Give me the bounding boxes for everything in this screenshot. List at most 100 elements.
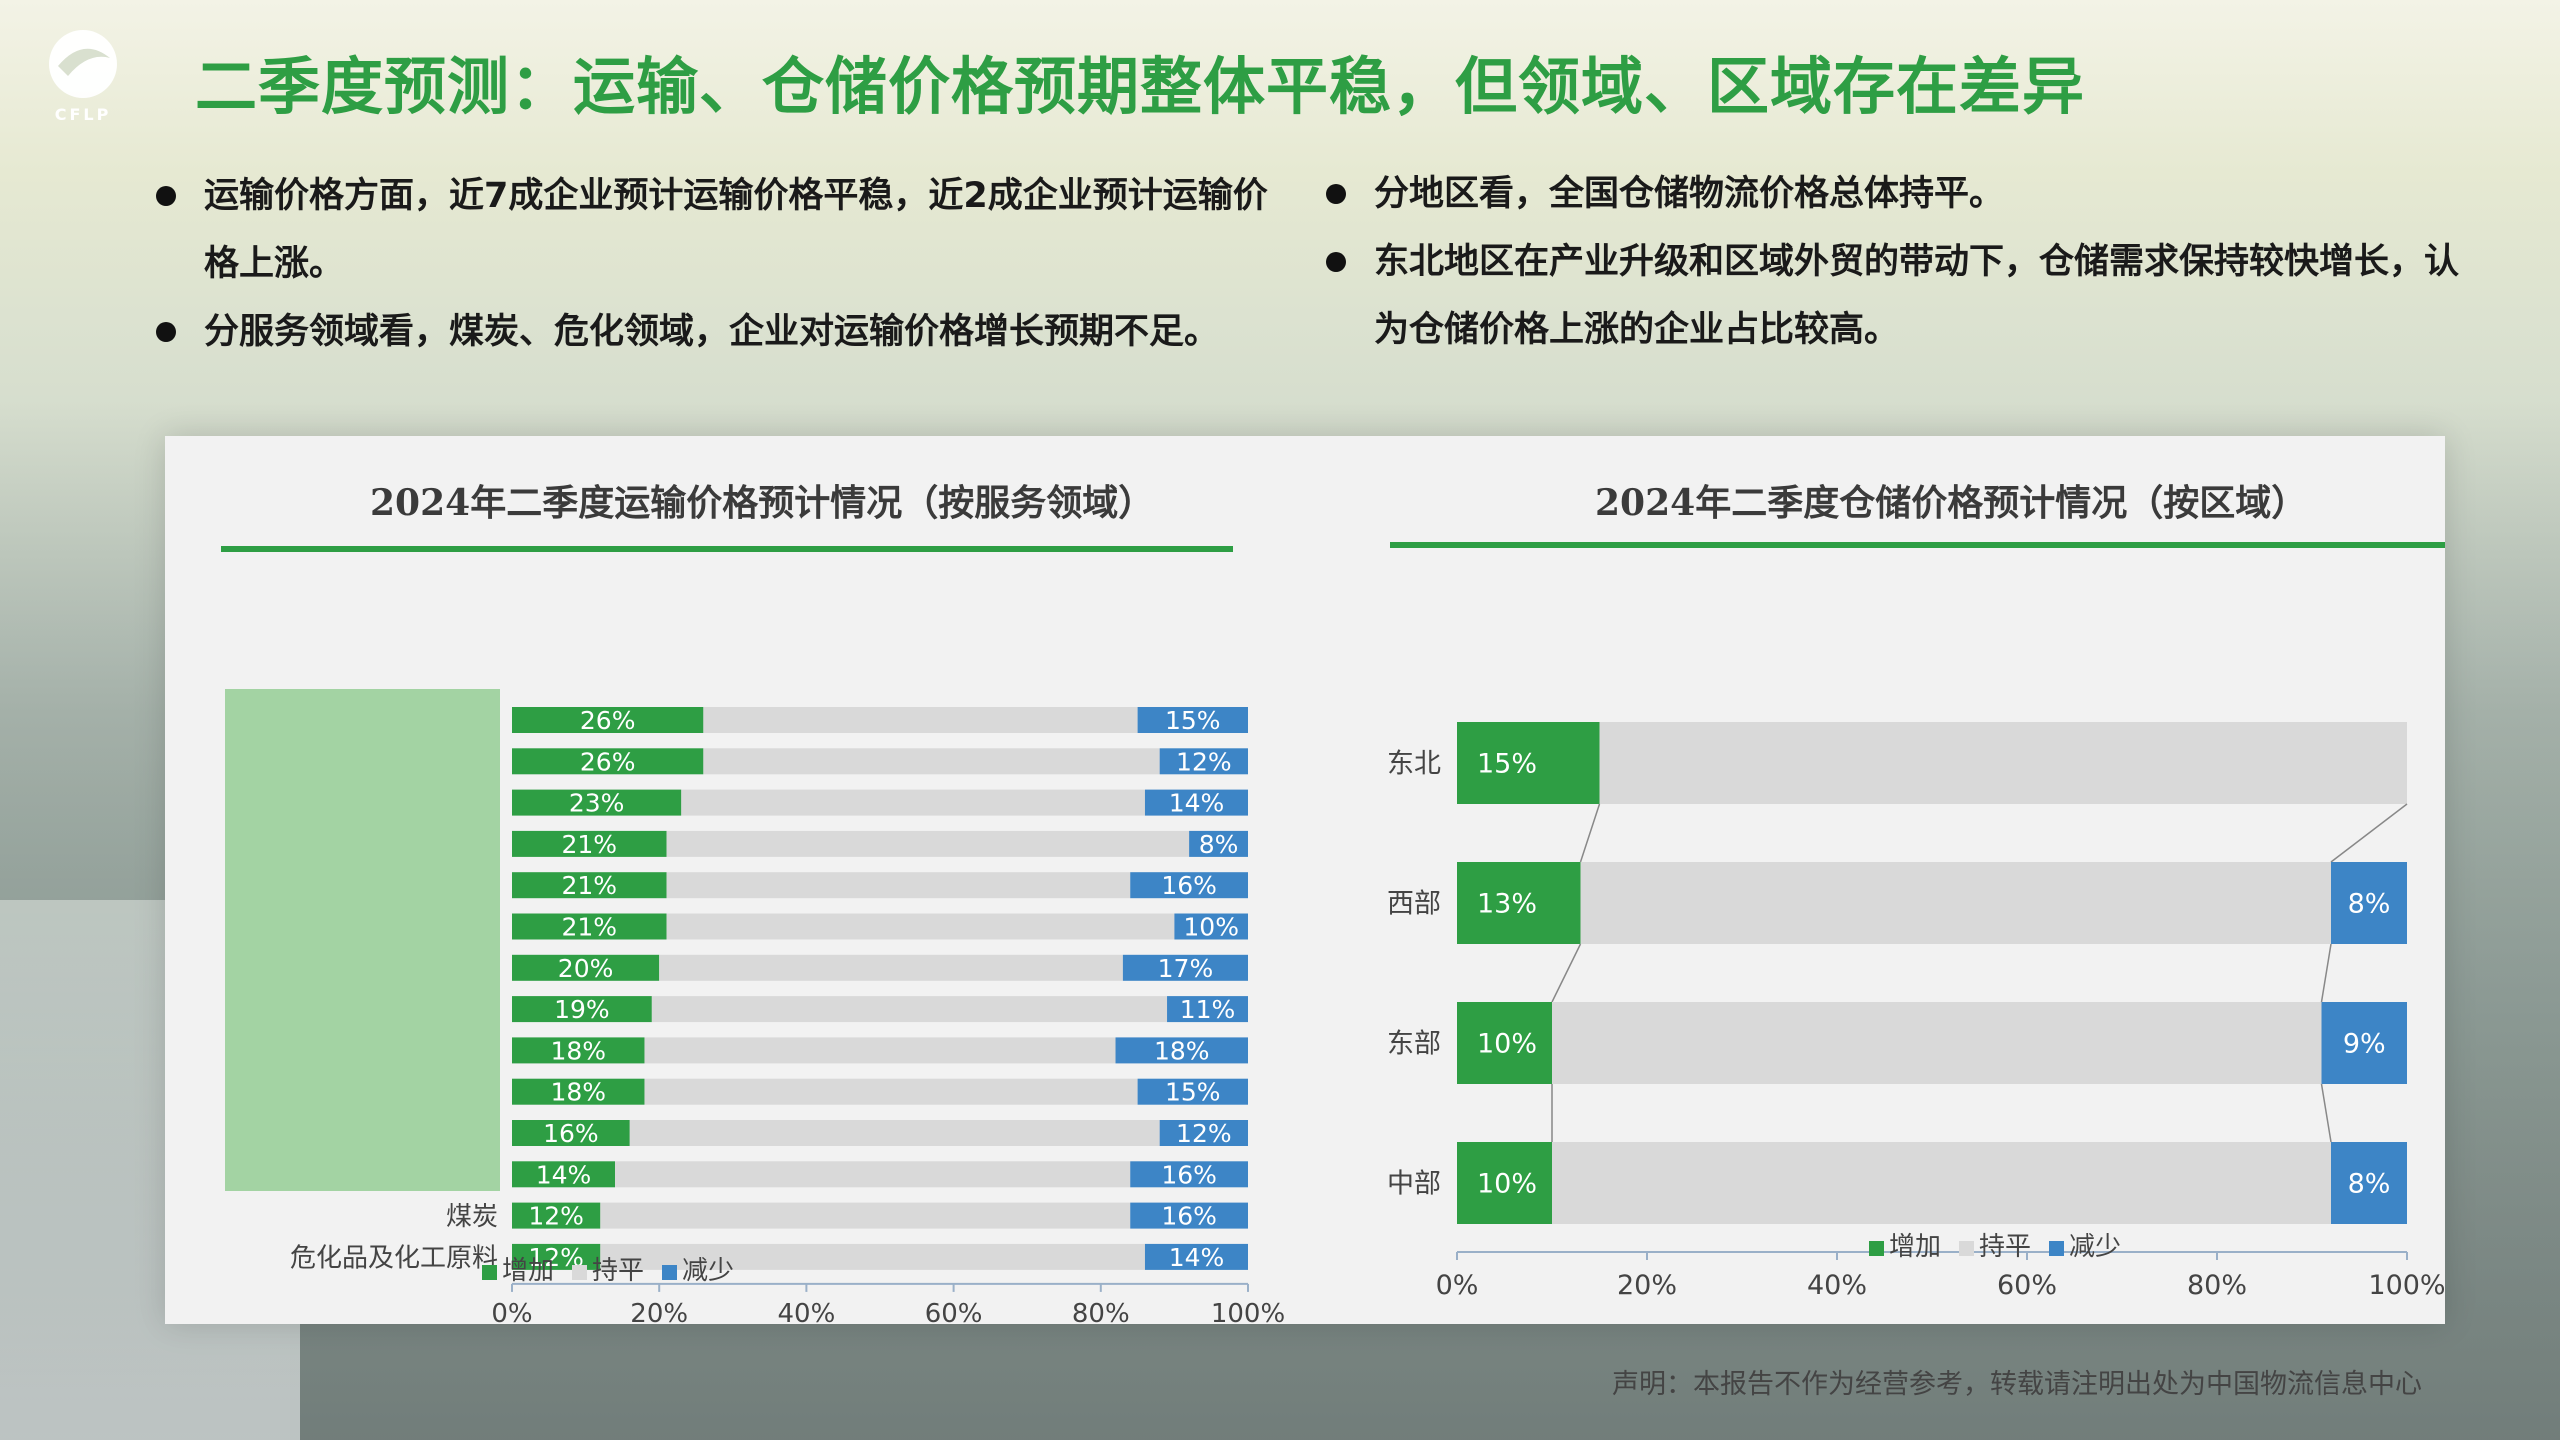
- data-label: 18%: [550, 1036, 606, 1065]
- bar-increase: [1457, 862, 1581, 944]
- bar-increase: [512, 1078, 645, 1105]
- bar-increase: [1457, 1142, 1552, 1224]
- data-label: 14%: [1169, 1243, 1225, 1272]
- data-label: 14%: [536, 1160, 592, 1189]
- data-label: 26%: [580, 747, 636, 776]
- bullet-item: 东北地区在产业升级和区域外贸的带动下，仓储需求保持较快增长，认为仓储价格上涨的企…: [1318, 228, 2478, 364]
- bar-increase: [512, 954, 660, 981]
- data-label: 13%: [1477, 889, 1537, 920]
- bar-flat: [600, 1243, 1145, 1270]
- bar-increase: [512, 707, 704, 733]
- bar-decrease: [2331, 1142, 2407, 1224]
- data-label: 19%: [554, 995, 610, 1024]
- data-label: 10%: [1477, 1169, 1537, 1200]
- bar-increase: [512, 913, 667, 940]
- x-tick-label: 100%: [1211, 1299, 1285, 1329]
- data-label: 26%: [580, 706, 636, 735]
- bar-flat: [651, 996, 1168, 1023]
- x-tick-label: 60%: [925, 1299, 983, 1329]
- series-connector: [2330, 803, 2408, 863]
- data-label: 16%: [543, 1119, 599, 1148]
- bar-flat: [681, 789, 1145, 816]
- bar-flat: [666, 830, 1190, 857]
- bar-decrease: [1159, 1120, 1248, 1146]
- legend-label: 持平: [1979, 1232, 2031, 1262]
- bar-flat: [1599, 722, 2407, 804]
- bar-decrease: [1144, 1243, 1248, 1270]
- storage-price-chart: 15% 东北 13% 8% 西部 10% 9% 东部 10% 8% 中部 0% 20% 40% 60% 80%…: [1387, 722, 2446, 1301]
- bar-decrease: [1137, 707, 1248, 733]
- data-label: 18%: [1154, 1036, 1210, 1065]
- data-label: 20%: [558, 954, 614, 983]
- bullet-item: 运输价格方面，近7成企业预计运输价格平稳，近2成企业预计运输价格上涨。: [148, 162, 1298, 298]
- category-label: 煤炭: [446, 1202, 498, 1232]
- chart-title-storage: 2024年二季度仓储价格预计情况（按区域）: [1595, 482, 2308, 524]
- data-label: 10%: [1477, 1029, 1537, 1060]
- chart-panel: 2024年二季度运输价格预计情况（按服务领域） 2024年二季度仓储价格预计情况…: [165, 436, 2446, 1329]
- bar-increase: [1457, 1002, 1552, 1084]
- data-label: 21%: [561, 871, 617, 900]
- category-label: 东北: [1387, 749, 1441, 780]
- bar-flat: [644, 1078, 1138, 1105]
- bar-decrease: [1122, 954, 1248, 981]
- bar-decrease: [1130, 872, 1248, 899]
- bar-flat: [615, 1161, 1131, 1188]
- x-tick-label: 0%: [491, 1299, 532, 1329]
- category-label-block: [225, 689, 500, 1191]
- x-tick-label: 40%: [778, 1299, 836, 1329]
- x-tick-label: 20%: [630, 1299, 688, 1329]
- logo-text: CFLP: [55, 105, 112, 124]
- x-tick-label: 20%: [1617, 1270, 1677, 1301]
- bar-increase: [512, 1120, 630, 1146]
- legend-swatch: [572, 1265, 587, 1280]
- legend-label: 增加: [502, 1256, 554, 1286]
- cflp-logo: CFLP: [38, 26, 128, 126]
- bar-increase: [512, 1037, 645, 1064]
- bullets-right: 分地区看，全国仓储物流价格总体持平。 东北地区在产业升级和区域外贸的带动下，仓储…: [1318, 160, 2478, 364]
- data-label: 8%: [1199, 830, 1239, 859]
- x-tick-label: 0%: [1436, 1270, 1479, 1301]
- category-label: 危化品及化工原料: [290, 1243, 498, 1273]
- legend-swatch: [1959, 1241, 1974, 1256]
- legend-swatch: [662, 1265, 677, 1280]
- bar-decrease: [1167, 996, 1248, 1023]
- category-label: 东部: [1387, 1029, 1441, 1060]
- series-connector: [1579, 803, 1601, 863]
- category-label: 西部: [1387, 889, 1441, 920]
- legend-swatch: [2049, 1241, 2064, 1256]
- bar-flat: [703, 707, 1138, 733]
- bar-flat: [629, 1120, 1160, 1146]
- bar-decrease: [2321, 1002, 2407, 1084]
- bar-flat: [644, 1037, 1116, 1064]
- data-label: 12%: [1176, 1119, 1232, 1148]
- bar-decrease: [1174, 913, 1248, 940]
- bar-increase: [1457, 722, 1600, 804]
- bar-decrease: [1130, 1161, 1248, 1188]
- data-label: 10%: [1183, 913, 1239, 942]
- bar-decrease: [1144, 789, 1248, 816]
- data-label: 11%: [1180, 995, 1236, 1024]
- bar-flat: [600, 1202, 1131, 1229]
- legend-swatch: [1869, 1241, 1884, 1256]
- data-label: 9%: [2343, 1029, 2386, 1060]
- transport-price-chart: 26% 15% 26% 12% 23% 14% 21% 8% 21% 16% 21% 10% 20% 17…: [225, 689, 1285, 1329]
- bar-flat: [1580, 862, 2331, 944]
- data-label: 8%: [2348, 889, 2391, 920]
- bar-decrease: [1159, 748, 1248, 775]
- series-connector: [1551, 943, 1582, 1003]
- bar-increase: [512, 1202, 601, 1229]
- data-label: 16%: [1161, 1160, 1217, 1189]
- data-label: 21%: [561, 913, 617, 942]
- title-underline: [221, 546, 1233, 552]
- bar-increase: [512, 830, 667, 857]
- bullet-item: 分服务领域看，煤炭、危化领域，企业对运输价格增长预期不足。: [148, 298, 1298, 366]
- chart-title-transport: 2024年二季度运输价格预计情况（按服务领域）: [370, 482, 1155, 524]
- data-label: 23%: [569, 789, 625, 818]
- data-label: 18%: [550, 1078, 606, 1107]
- data-label: 16%: [1161, 871, 1217, 900]
- bar-flat: [1552, 1002, 2322, 1084]
- x-tick-label: 40%: [1807, 1270, 1867, 1301]
- disclaimer: 声明：本报告不作为经营参考，转载请注明出处为中国物流信息中心: [1612, 1369, 2422, 1400]
- legend-label: 持平: [592, 1256, 644, 1286]
- bar-decrease: [1130, 1202, 1248, 1229]
